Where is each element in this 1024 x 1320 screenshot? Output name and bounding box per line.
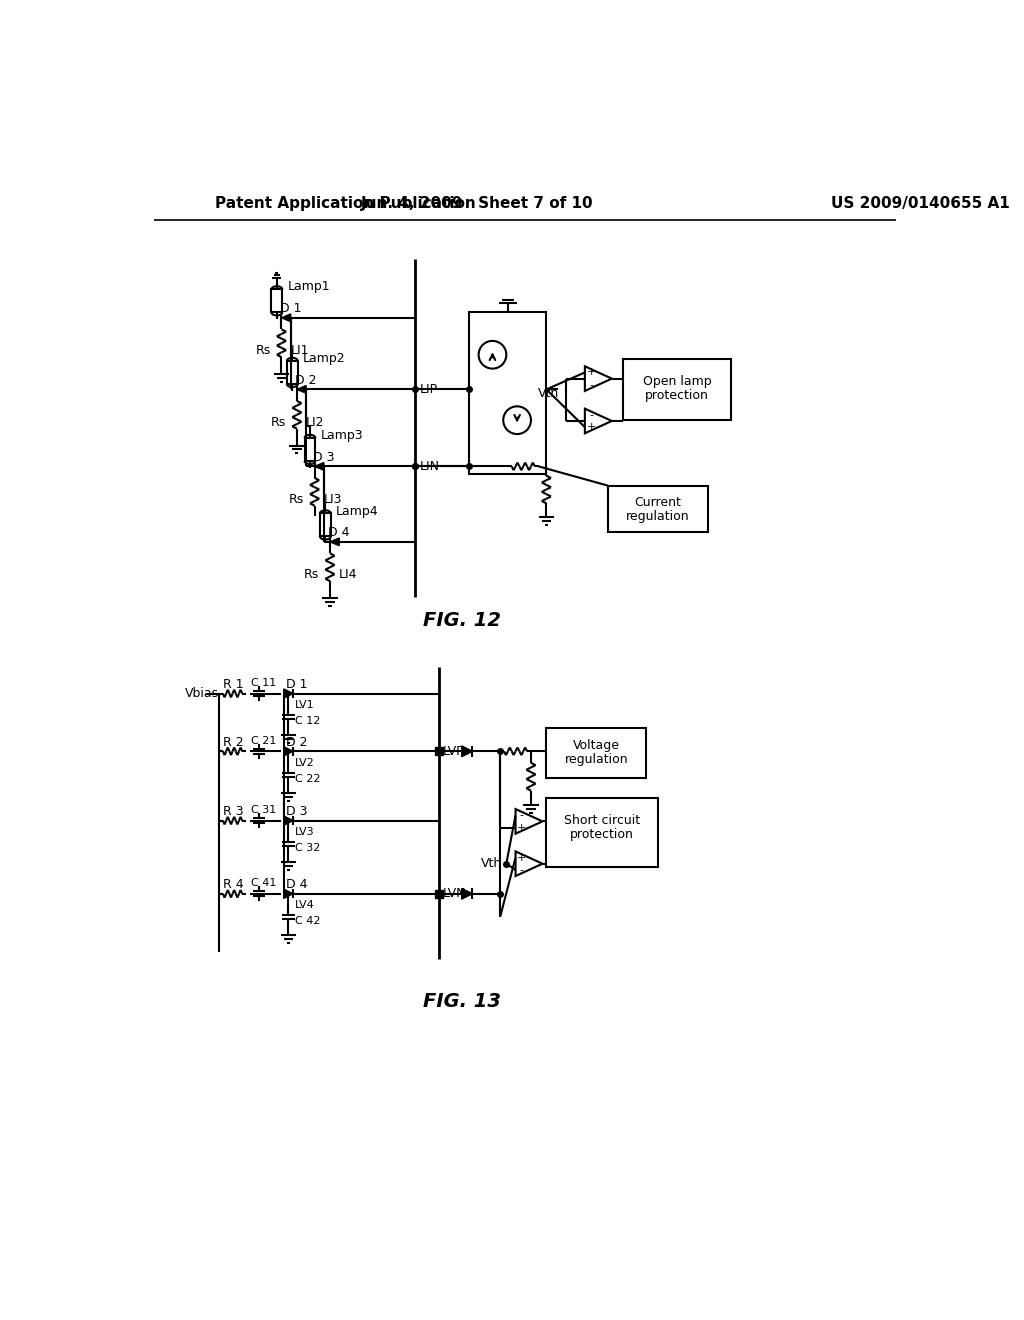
Text: LVP: LVP <box>443 744 465 758</box>
Text: -: - <box>589 409 593 420</box>
Text: Rs: Rs <box>255 345 270 358</box>
Text: LV3: LV3 <box>295 828 314 837</box>
Text: C 42: C 42 <box>295 916 321 927</box>
Text: D 1: D 1 <box>286 677 307 690</box>
Polygon shape <box>330 539 339 545</box>
Bar <box>304 438 315 461</box>
Polygon shape <box>314 462 324 470</box>
Polygon shape <box>284 689 293 698</box>
Text: -: - <box>589 380 593 389</box>
Bar <box>547 797 658 867</box>
Text: LIP: LIP <box>420 383 438 396</box>
Polygon shape <box>282 314 291 322</box>
Text: Rs: Rs <box>289 492 304 506</box>
Text: R 1: R 1 <box>222 677 244 690</box>
Text: D 3: D 3 <box>286 805 307 818</box>
Bar <box>608 486 708 532</box>
Text: Lamp2: Lamp2 <box>303 352 346 366</box>
Text: LV4: LV4 <box>295 900 314 911</box>
Polygon shape <box>284 890 293 899</box>
Text: +: + <box>587 367 596 378</box>
Text: R 4: R 4 <box>222 878 244 891</box>
Polygon shape <box>297 385 306 393</box>
Text: D 4: D 4 <box>286 878 307 891</box>
Text: D 2: D 2 <box>286 735 307 748</box>
Text: -: - <box>520 865 523 875</box>
Text: LI3: LI3 <box>324 492 342 506</box>
Text: FIG. 12: FIG. 12 <box>423 611 501 630</box>
Text: protection: protection <box>645 389 710 403</box>
Text: C 21: C 21 <box>252 735 276 746</box>
Polygon shape <box>462 746 472 756</box>
Text: LI1: LI1 <box>291 345 309 358</box>
Text: Jun. 4, 2009   Sheet 7 of 10: Jun. 4, 2009 Sheet 7 of 10 <box>360 195 593 211</box>
Text: LV2: LV2 <box>295 758 314 768</box>
Text: Vbias: Vbias <box>184 686 218 700</box>
Text: R 2: R 2 <box>222 735 244 748</box>
Text: -: - <box>520 810 523 820</box>
Text: LVN: LVN <box>443 887 467 900</box>
Text: Lamp4: Lamp4 <box>336 504 379 517</box>
Text: LIN: LIN <box>420 459 440 473</box>
Text: +: + <box>587 422 596 432</box>
Text: +: + <box>517 822 526 833</box>
Text: Vth: Vth <box>539 387 559 400</box>
Text: US 2009/0140655 A1: US 2009/0140655 A1 <box>831 195 1010 211</box>
Text: LV1: LV1 <box>295 700 314 710</box>
Text: Voltage: Voltage <box>572 739 620 751</box>
Text: D 1: D 1 <box>280 302 301 315</box>
Text: regulation: regulation <box>627 510 690 523</box>
Text: D 4: D 4 <box>329 527 350 539</box>
Text: Vth: Vth <box>481 857 503 870</box>
Text: C 32: C 32 <box>295 843 319 853</box>
Text: C 41: C 41 <box>252 878 276 888</box>
Text: Patent Application Publication: Patent Application Publication <box>215 195 476 211</box>
Text: C 22: C 22 <box>295 774 321 784</box>
Text: regulation: regulation <box>564 752 628 766</box>
Text: Rs: Rs <box>271 416 286 429</box>
Bar <box>469 313 547 474</box>
Text: protection: protection <box>570 828 634 841</box>
Bar <box>319 513 331 536</box>
Text: FIG. 13: FIG. 13 <box>423 993 501 1011</box>
Text: C 11: C 11 <box>252 677 276 688</box>
Polygon shape <box>284 747 293 756</box>
Text: LI4: LI4 <box>339 569 357 582</box>
Polygon shape <box>284 816 293 825</box>
Text: Lamp1: Lamp1 <box>288 280 331 293</box>
Text: C 12: C 12 <box>295 717 319 726</box>
Text: Short circuit: Short circuit <box>564 814 640 828</box>
Bar <box>271 289 283 313</box>
Text: C 31: C 31 <box>252 805 276 814</box>
Text: Lamp3: Lamp3 <box>321 429 364 442</box>
Bar <box>287 360 298 384</box>
Text: D 2: D 2 <box>295 374 316 387</box>
Text: Current: Current <box>635 496 681 510</box>
Text: +: + <box>517 853 526 862</box>
Text: LI2: LI2 <box>306 416 325 429</box>
Text: Rs: Rs <box>304 569 319 582</box>
Polygon shape <box>462 888 472 899</box>
Text: Open lamp: Open lamp <box>643 375 712 388</box>
Text: R 3: R 3 <box>222 805 244 818</box>
Bar <box>624 359 731 420</box>
Text: D 3: D 3 <box>313 450 335 463</box>
Bar <box>547 729 646 779</box>
